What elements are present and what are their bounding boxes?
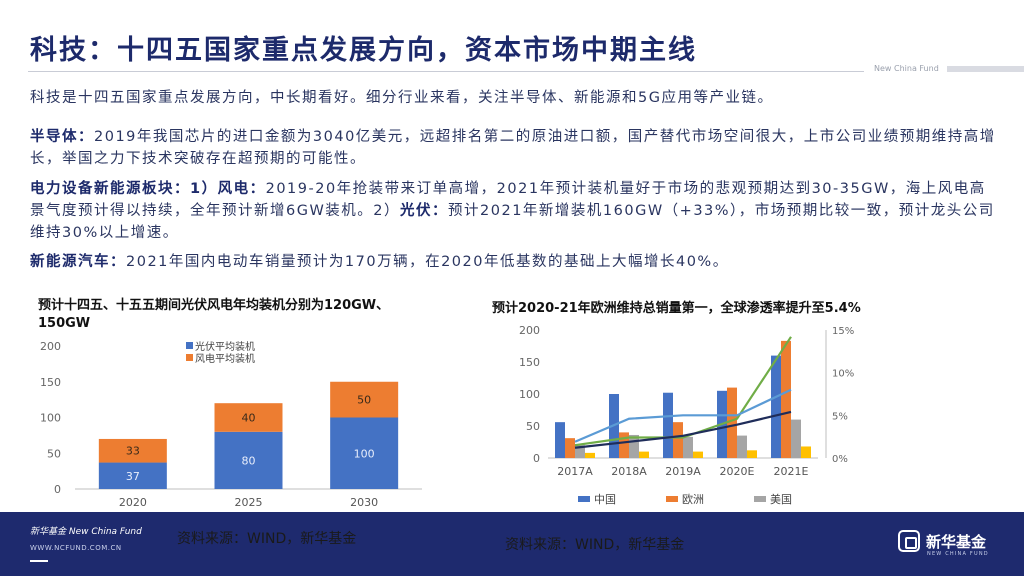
semiconductor-label: 半导体： [30, 129, 94, 145]
bar-other [801, 446, 811, 458]
legend-swatch [186, 354, 193, 361]
legend-label: 中国 [594, 493, 616, 506]
footer-bar [0, 512, 1024, 576]
chart-left: 0 50 100 150 200 37 33 2020 80 40 2025 100 50 2030 光伏平… [40, 340, 422, 509]
data-label: 33 [126, 445, 140, 458]
bar-series-1 [727, 387, 737, 458]
x-tick-label: 2020E [720, 465, 755, 478]
legend-swatch [754, 496, 766, 502]
chart-right-title: 预计2020-21年欧洲维持总销量第一，全球渗透率提升至5.4% [492, 301, 861, 316]
bar-series-2 [683, 436, 693, 458]
y-tick-label: 0 [54, 483, 61, 496]
x-tick-label: 2025 [235, 496, 263, 509]
y-tick-label: 0 [533, 452, 540, 465]
bar-series-0 [663, 392, 673, 458]
legend-swatch [666, 496, 678, 502]
bar-wind [98, 438, 167, 463]
bar-series-2 [629, 434, 639, 458]
footer-brand: 新华基金 New China Fund [30, 527, 142, 537]
bar-series-1 [565, 438, 575, 458]
x-tick-label: 2018A [611, 465, 647, 478]
logo-text: 新华基金 [926, 533, 987, 551]
source-note-left: 资料来源：WIND，新华基金 [177, 531, 357, 547]
data-label: 50 [357, 394, 371, 407]
x-tick-label: 2017A [557, 465, 593, 478]
footer-url[interactable]: WWW.NCFUND.COM.CN [30, 544, 122, 552]
bar-solar [214, 431, 283, 489]
penetration-line-2 [574, 410, 792, 449]
y-tick-label: 150 [519, 356, 540, 369]
chart-right: 0 50 100 150 200 0% 5% 10% 15% 2017A 2018A 2019A 202… [519, 324, 854, 506]
page-title: 科技：十四五国家重点发展方向，资本市场中期主线 [30, 35, 697, 66]
ev-label: 新能源汽车： [30, 254, 126, 270]
title-divider [28, 71, 864, 72]
source-note-right: 资料来源：WIND，新华基金 [505, 537, 685, 553]
bar-series-1 [673, 422, 683, 458]
x-tick-label: 2019A [665, 465, 701, 478]
legend-label: 美国 [770, 493, 792, 506]
x-tick-label: 2020 [119, 496, 147, 509]
bar-series-0 [555, 422, 565, 458]
bar-other [747, 450, 757, 458]
legend-label: 风电平均装机 [195, 352, 255, 365]
chart-left-title: 预计十四五、十五五期间光伏风电年均装机分别为120GW、150GW [38, 298, 390, 331]
y-tick-label: 200 [519, 324, 540, 337]
bar-solar [330, 417, 399, 489]
bar-series-2 [791, 419, 801, 458]
y2-tick-label: 10% [832, 369, 854, 380]
legend-label: 欧洲 [682, 493, 704, 506]
bar-series-2 [737, 435, 747, 458]
x-tick-label: 2030 [350, 496, 378, 509]
bar-other [693, 451, 703, 458]
brand-caption: New China Fund [874, 64, 939, 73]
y-tick-label: 200 [40, 340, 61, 353]
solar-label: 光伏： [400, 203, 449, 219]
data-label: 37 [126, 470, 140, 483]
semiconductor-paragraph: 半导体：2019年我国芯片的进口金额为3040亿美元，远超排名第二的原油进口额，… [30, 126, 996, 170]
semiconductor-text: 2019年我国芯片的进口金额为3040亿美元，远超排名第二的原油进口额，国产替代… [30, 129, 996, 167]
bar-wind [214, 403, 283, 432]
y2-tick-label: 5% [832, 411, 848, 422]
bar-series-1 [781, 340, 791, 458]
legend-swatch [578, 496, 590, 502]
bar-series-2 [575, 445, 585, 458]
power-text-1: 2019-20年抢装带来订单高增，2021年预计装机量好于市场的悲观预期达到30… [30, 181, 986, 219]
y-tick-label: 100 [519, 388, 540, 401]
logo-subtitle: NEW CHINA FUND [927, 551, 989, 557]
y-tick-label: 100 [40, 412, 61, 425]
y2-tick-label: 0% [832, 454, 848, 465]
bar-wind [330, 381, 399, 418]
y-tick-label: 50 [526, 420, 540, 433]
bar-series-0 [771, 355, 781, 458]
power-paragraph: 电力设备新能源板块：1）风电：2019-20年抢装带来订单高增，2021年预计装… [30, 178, 996, 244]
bar-other [585, 452, 595, 458]
logo-icon [898, 530, 920, 552]
legend-swatch [186, 342, 193, 349]
power-label: 电力设备新能源板块：1）风电： [30, 181, 266, 197]
brand-bar [947, 66, 1024, 72]
data-label: 100 [354, 447, 375, 460]
y-tick-label: 50 [47, 447, 61, 460]
power-text-2: 预计2021年新增装机160GW（+33%），市场预期比较一致，预计龙头公司维持… [30, 203, 995, 241]
y-tick-label: 150 [40, 376, 61, 389]
y2-tick-label: 15% [832, 326, 854, 337]
penetration-line-1 [574, 388, 792, 443]
footer-accent-line [30, 560, 48, 562]
ev-text: 2021年国内电动车销量预计为170万辆，在2020年低基数的基础上大幅增长40… [126, 254, 729, 270]
data-label: 40 [242, 412, 256, 425]
intro-paragraph: 科技是十四五国家重点发展方向，中长期看好。细分行业来看，关注半导体、新能源和5G… [30, 90, 774, 106]
data-label: 80 [242, 454, 256, 467]
penetration-line-0 [574, 336, 792, 447]
bar-series-1 [619, 432, 629, 458]
bar-other [639, 451, 649, 458]
legend-label: 光伏平均装机 [195, 340, 255, 353]
ev-paragraph: 新能源汽车：2021年国内电动车销量预计为170万辆，在2020年低基数的基础上… [30, 251, 996, 273]
bar-solar [98, 462, 167, 489]
x-tick-label: 2021E [774, 465, 809, 478]
